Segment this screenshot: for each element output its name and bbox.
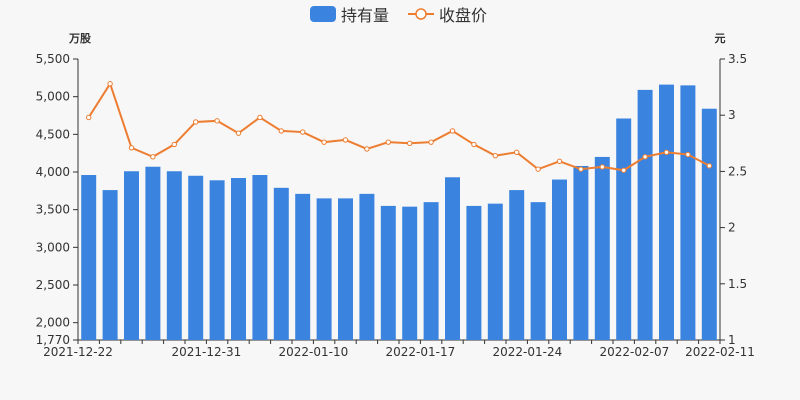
bar bbox=[252, 175, 268, 340]
price-point bbox=[278, 128, 284, 134]
price-point bbox=[535, 166, 541, 172]
x-axis-tick-label: 2022-01-17 bbox=[386, 345, 456, 359]
right-axis-tick-label: 2 bbox=[728, 221, 736, 235]
bar bbox=[423, 202, 439, 340]
price-point bbox=[471, 141, 477, 148]
legend-label: 收盘价 bbox=[439, 6, 487, 25]
axes: 1,770 2,000 2,500 3,000 3,500 4,000 4,500 5,000… bbox=[36, 52, 755, 359]
price-point bbox=[364, 146, 370, 152]
right-axis-tick-label: 2.5 bbox=[728, 164, 747, 178]
price-point bbox=[171, 141, 178, 148]
bar-series bbox=[81, 84, 717, 341]
price-point bbox=[321, 139, 327, 145]
bar bbox=[487, 203, 503, 340]
legend-line-marker bbox=[415, 8, 427, 20]
price-point bbox=[642, 154, 648, 160]
left-axis-tick-label: 4,000 bbox=[36, 165, 70, 179]
bar bbox=[273, 187, 289, 340]
price-point bbox=[492, 152, 498, 159]
x-axis-tick-label: 2022-02-11 bbox=[685, 345, 755, 359]
bar bbox=[680, 85, 696, 340]
bar bbox=[209, 180, 225, 340]
bar bbox=[166, 171, 182, 340]
price-point bbox=[449, 128, 456, 134]
left-axis-tick-label: 5,500 bbox=[36, 52, 70, 66]
price-point bbox=[107, 81, 113, 87]
bar bbox=[616, 118, 632, 341]
price-point bbox=[235, 130, 242, 136]
right-axis-tick-label: 3.5 bbox=[728, 52, 747, 66]
price-point bbox=[663, 149, 670, 155]
bar bbox=[231, 178, 246, 340]
bar bbox=[552, 179, 567, 340]
bar bbox=[701, 108, 717, 340]
right-axis-tick-label: 1 bbox=[728, 333, 736, 347]
bar bbox=[338, 198, 353, 340]
price-point bbox=[128, 145, 135, 151]
price-point bbox=[599, 164, 605, 170]
x-axis-tick-label: 2021-12-31 bbox=[172, 345, 242, 359]
bar bbox=[402, 206, 418, 340]
bar bbox=[102, 190, 118, 340]
price-point bbox=[428, 139, 434, 145]
x-axis-tick-label: 2022-01-10 bbox=[279, 345, 349, 359]
left-axis-tick-label: 2,000 bbox=[36, 316, 70, 330]
bar bbox=[124, 171, 139, 340]
bar bbox=[188, 175, 204, 340]
price-point bbox=[514, 149, 520, 155]
left-axis-tick-label: 3,000 bbox=[36, 240, 70, 254]
price-point bbox=[556, 158, 563, 164]
right-axis-tick-label: 3 bbox=[728, 108, 736, 122]
left-axis-tick-label: 5,000 bbox=[36, 90, 70, 104]
left-axis-tick-label: 1,770 bbox=[36, 333, 70, 347]
line-series bbox=[86, 81, 712, 173]
legend-bar-swatch bbox=[310, 6, 336, 22]
price-point bbox=[257, 114, 263, 121]
price-point bbox=[342, 137, 349, 143]
bar bbox=[380, 205, 396, 340]
bar bbox=[509, 190, 525, 340]
price-point bbox=[621, 167, 627, 173]
price-point bbox=[86, 114, 92, 121]
price-point bbox=[300, 129, 306, 135]
price-point bbox=[193, 119, 199, 125]
price-point bbox=[706, 163, 712, 169]
price-point bbox=[385, 139, 391, 145]
price-point bbox=[578, 166, 584, 172]
left-axis-tick-label: 3,500 bbox=[36, 203, 70, 217]
right-axis-unit: 元 bbox=[715, 32, 726, 45]
x-axis-tick-label: 2022-02-07 bbox=[600, 345, 670, 359]
left-axis-tick-label: 2,500 bbox=[36, 278, 70, 292]
price-point bbox=[685, 151, 691, 158]
bar bbox=[295, 193, 311, 340]
bar bbox=[359, 193, 375, 340]
bar bbox=[316, 198, 332, 340]
left-axis-tick-label: 4,500 bbox=[36, 127, 70, 141]
bar bbox=[637, 89, 653, 341]
x-axis-tick-label: 2022-01-24 bbox=[493, 345, 563, 359]
price-point bbox=[407, 140, 413, 147]
right-axis-tick-label: 1.5 bbox=[728, 277, 747, 291]
bar bbox=[659, 84, 674, 340]
bar bbox=[145, 166, 161, 340]
price-point bbox=[214, 118, 220, 124]
bar bbox=[594, 156, 610, 340]
bar bbox=[81, 175, 97, 340]
bar bbox=[530, 202, 546, 340]
x-axis-tick-label: 2021-12-22 bbox=[43, 345, 113, 359]
price-point bbox=[150, 154, 156, 160]
left-axis-unit: 万股 bbox=[68, 32, 92, 45]
legend[interactable]: 持有量 收盘价 bbox=[310, 6, 487, 25]
legend-label: 持有量 bbox=[341, 6, 389, 25]
price-line bbox=[87, 81, 710, 172]
bar bbox=[445, 177, 460, 340]
bar bbox=[573, 165, 589, 340]
bar bbox=[466, 205, 482, 340]
